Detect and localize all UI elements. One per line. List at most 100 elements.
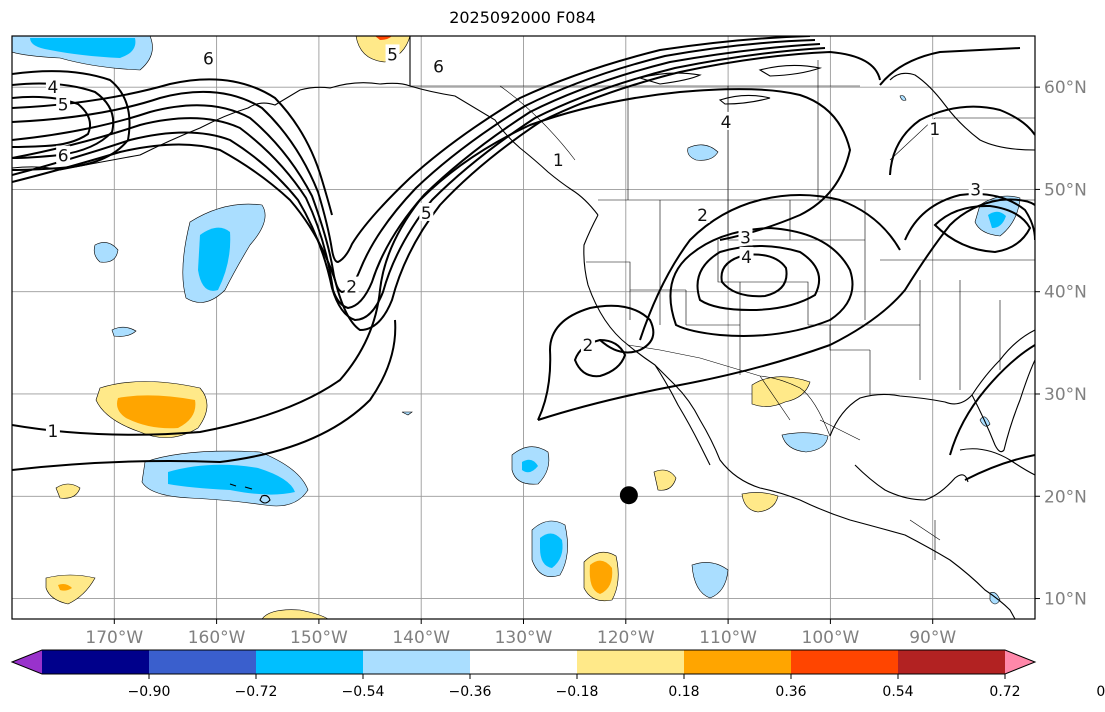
lon-tick-label: 150°W (290, 628, 348, 648)
colorbar-segment (256, 650, 364, 674)
shade-region (781, 432, 829, 453)
contour-line (889, 105, 1035, 176)
shade-region (93, 242, 119, 263)
contour-line (12, 82, 115, 159)
contour-line (12, 43, 821, 310)
lon-tick-label: 110°W (699, 628, 757, 648)
contour-label-bg (419, 202, 434, 221)
colorbar: −0.90 −0.72 −0.54 −0.36 −0.18 0.18 0.36 0.54 0.7… (10, 649, 1105, 700)
shade-region (168, 464, 295, 495)
contour-line (12, 47, 826, 322)
contour-label-bg (551, 149, 566, 168)
coast-hawaii (229, 483, 271, 504)
colorbar-label: 0.90 (1096, 684, 1105, 700)
coast-cuba (959, 448, 1035, 476)
contour-line (933, 204, 1032, 254)
contour-line (720, 253, 788, 298)
contour-line (12, 88, 852, 436)
shade-region (198, 227, 231, 291)
contour-label-bg (56, 145, 71, 164)
colorbar-segment (363, 650, 471, 674)
contour-label: 5 (387, 45, 398, 65)
contour-label-bg (344, 276, 359, 295)
contour-label: 6 (203, 50, 214, 70)
contour-label-bg (968, 179, 983, 198)
contour-label-bg (719, 111, 734, 130)
shade-region (988, 211, 1006, 228)
contour-line (964, 454, 1035, 481)
border-canada-provinces (500, 60, 1035, 200)
lat-tick-label: 20°N (1044, 487, 1087, 507)
shade-region (687, 144, 719, 161)
colorbar-label: 0.36 (775, 684, 806, 700)
coast-yucatan (854, 464, 969, 501)
shade-region (30, 38, 136, 58)
contour-label: 1 (929, 120, 940, 140)
contour-label-bg (927, 119, 942, 138)
lat-tick-label: 30°N (1044, 385, 1087, 405)
coast-florida (971, 359, 1035, 453)
contour-label-bg (385, 44, 400, 63)
political-borders (409, 36, 1035, 560)
coast-alaska (12, 36, 411, 171)
shade-region (58, 584, 72, 591)
contour-label: 4 (721, 113, 732, 133)
coastlines (12, 36, 1035, 619)
colorbar-under-triangle (12, 650, 42, 674)
shade-region (899, 95, 907, 101)
shade-region (111, 326, 137, 337)
contour-label: 2 (346, 278, 357, 298)
contour-label: 4 (741, 248, 752, 268)
contour-label-bg (695, 204, 710, 223)
axis-labels: 170°W 160°W 150°W 140°W 130°W 120°W 110°W 100°W… (85, 78, 1086, 648)
contour-label: 1 (553, 151, 564, 171)
contour-label-bg (738, 227, 753, 246)
colorbar-label: 0.72 (989, 684, 1020, 700)
contour-label: 4 (48, 78, 59, 98)
coast-baja (654, 364, 711, 466)
shade-region (55, 483, 81, 499)
contour-line (537, 304, 655, 421)
contour-line (12, 50, 881, 332)
contour-label: 2 (697, 206, 708, 226)
border-mexico-states (759, 375, 941, 560)
shade-region (741, 492, 779, 513)
contour-label: 1 (48, 422, 59, 442)
shade-region (117, 395, 196, 429)
contour-label: 5 (58, 96, 69, 116)
colorbar-segment (898, 650, 1006, 674)
shade-region (401, 411, 413, 416)
colorbar-outline (10, 649, 1037, 675)
colorbar-segment (791, 650, 899, 674)
lon-tick-label: 170°W (85, 628, 143, 648)
colorbar-segment (577, 650, 685, 674)
contour-label: 6 (433, 58, 444, 78)
contour-line (12, 36, 811, 264)
shade-region (540, 533, 563, 568)
contour-line (12, 78, 333, 216)
colorbar-label: −0.18 (556, 684, 599, 700)
lon-tick-label: 120°W (597, 628, 655, 648)
lat-tick-label: 40°N (1044, 283, 1087, 303)
colorbar-label: −0.54 (342, 684, 385, 700)
lon-tick-label: 140°W (392, 628, 450, 648)
graticule (12, 36, 1035, 619)
contour-label-bg (739, 246, 754, 265)
contour-label: 2 (583, 336, 594, 356)
shade-region (261, 609, 329, 619)
shade-region (589, 560, 613, 594)
lon-tick-label: 90°W (909, 628, 956, 648)
contour-label-bg (45, 420, 60, 439)
contour-line (879, 47, 1021, 86)
coast-nunavut (637, 64, 823, 105)
colorbar-label: −0.36 (449, 684, 492, 700)
contour-line (669, 226, 854, 337)
shade-region (45, 574, 96, 605)
colorbar-label: 0.54 (882, 684, 913, 700)
contour-line (949, 344, 1035, 456)
shade-region (751, 376, 811, 407)
lat-tick-label: 50°N (1044, 180, 1087, 200)
colorbar-label: 0.18 (668, 684, 699, 700)
